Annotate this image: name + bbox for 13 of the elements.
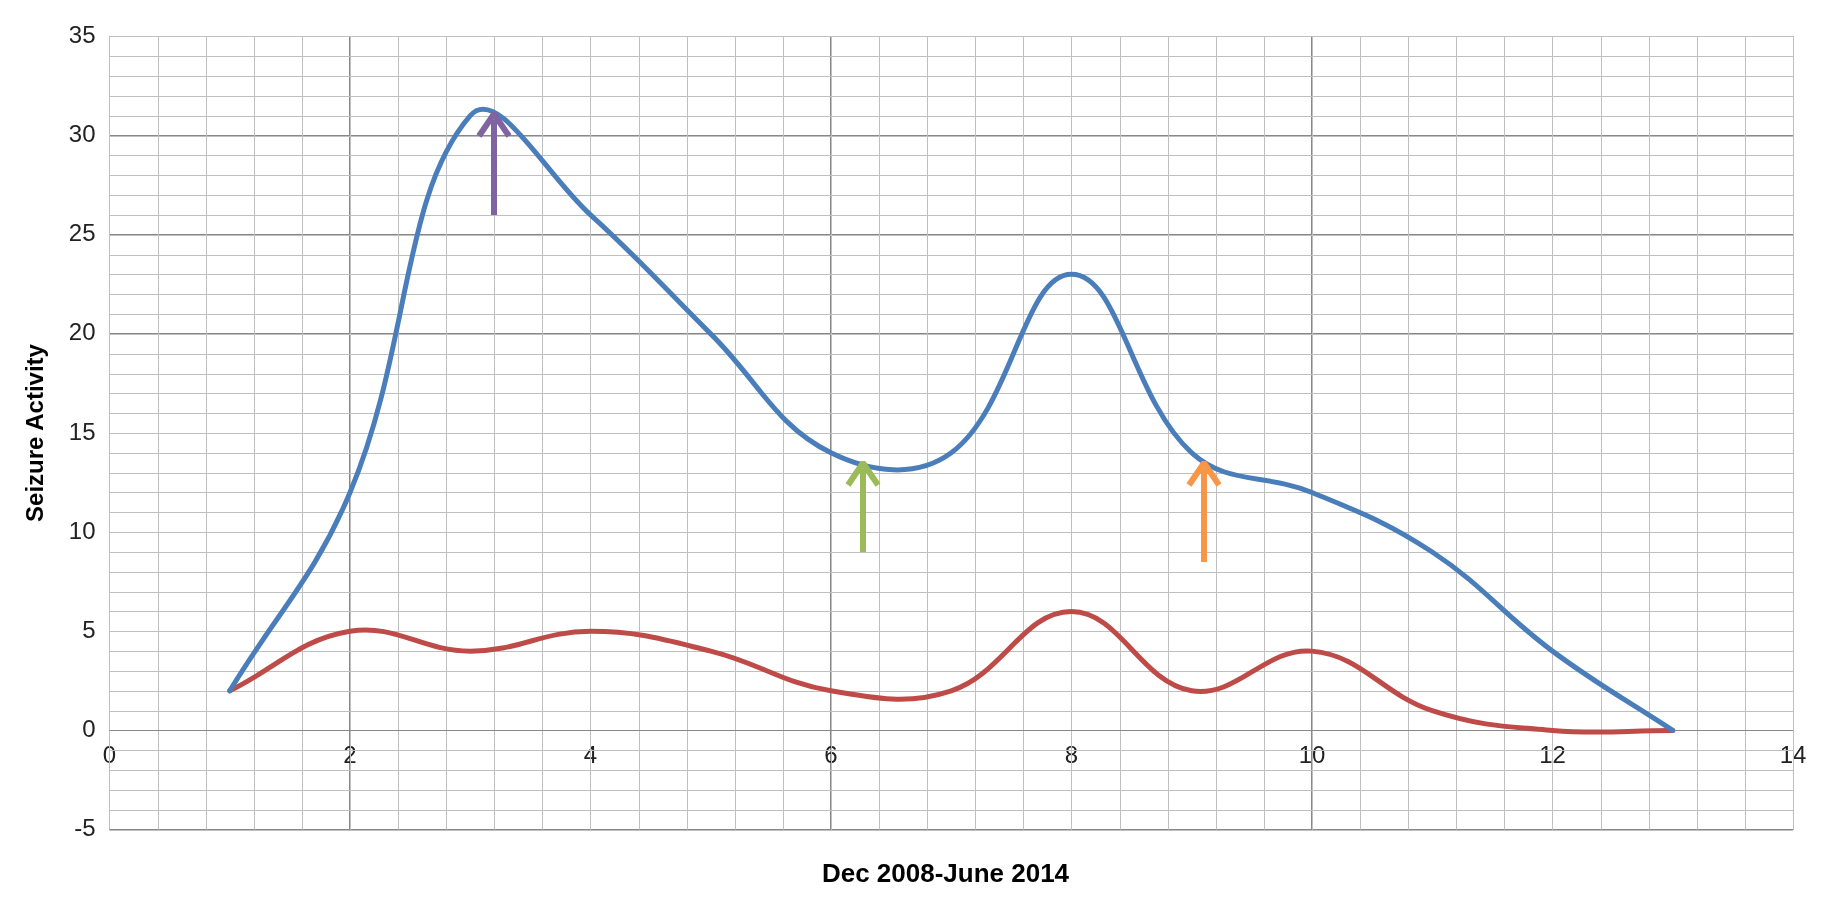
y-tick-label: 30 xyxy=(68,120,96,148)
x-axis-title: Dec 2008-June 2014 xyxy=(820,858,1071,889)
y-tick-label: -5 xyxy=(74,814,96,842)
y-tick-label: 35 xyxy=(68,21,96,49)
y-axis-title: Seizure Activity xyxy=(21,343,49,522)
x-tick-label: 12 xyxy=(1539,741,1566,769)
y-tick-label: 20 xyxy=(68,318,96,346)
x-tick-label: 14 xyxy=(1779,741,1807,769)
y-tick-label: 15 xyxy=(68,417,96,445)
y-tick-label: 5 xyxy=(82,615,96,643)
y-tick-label: 25 xyxy=(68,219,96,247)
y-tick-label: 0 xyxy=(82,715,96,743)
y-tick-label: 10 xyxy=(68,516,96,544)
